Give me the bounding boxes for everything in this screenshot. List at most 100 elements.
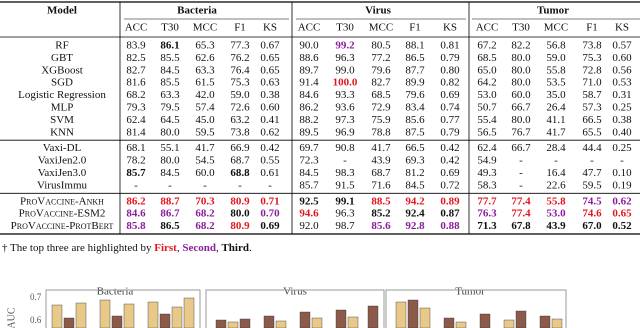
metric-header: F1 [586, 22, 598, 34]
cell: 0.63 [260, 77, 280, 89]
cell: 0.41 [260, 114, 279, 126]
cell: - [168, 179, 172, 191]
cell: 0.38 [260, 89, 280, 101]
cell: 84.5 [405, 179, 425, 191]
cell: 0.77 [440, 114, 460, 126]
footnote-text: , [177, 242, 183, 254]
model-name: XGBoost [41, 64, 83, 76]
cell: 81.6 [126, 77, 146, 89]
cell: 74.5 [582, 195, 602, 207]
cell: 86.5 [405, 52, 425, 64]
cell: 99.2 [335, 40, 355, 52]
cell: 0.65 [260, 64, 280, 76]
figure-bar [419, 307, 431, 328]
cell: 0.69 [260, 220, 280, 232]
figure-bar [395, 301, 407, 328]
cell: 41.7 [195, 142, 215, 154]
cell: 80.0 [511, 114, 531, 126]
cell: 58.7 [582, 89, 602, 101]
cell: 75.9 [371, 114, 391, 126]
cell: 68.2 [195, 220, 215, 232]
cell: 85.7 [126, 167, 146, 179]
cell: 79.3 [126, 102, 146, 114]
cell: 0.19 [612, 179, 632, 191]
cell: 84.5 [160, 64, 180, 76]
cell: 41.7 [371, 142, 391, 154]
cell: 0.79 [440, 126, 460, 138]
metric-header: ACC [476, 22, 499, 34]
cell: 28.4 [546, 142, 566, 154]
cell: 0.81 [440, 40, 459, 52]
figure-bar [503, 319, 515, 328]
cell: 0.25 [612, 102, 632, 114]
cell: 68.5 [371, 89, 391, 101]
cell: 59.0 [230, 89, 250, 101]
cell: 77.3 [230, 40, 250, 52]
cell: 96.3 [335, 52, 355, 64]
metric-header: T30 [161, 22, 179, 34]
cell: 82.7 [371, 77, 391, 89]
cell: 90.8 [335, 142, 355, 154]
cell: 72.9 [371, 102, 391, 114]
cell: - [519, 179, 523, 191]
cell: 68.5 [477, 52, 497, 64]
cell: - [268, 179, 272, 191]
cell: 81.2 [405, 167, 424, 179]
cell: 86.1 [160, 40, 179, 52]
cell: 83.4 [405, 102, 425, 114]
cell: 22.6 [546, 179, 566, 191]
figure-bar [63, 317, 75, 328]
cell: 90.0 [299, 40, 319, 52]
model-name: Vaxi-DL [43, 142, 82, 154]
metric-header: MCC [193, 22, 217, 34]
cell: 0.65 [612, 208, 632, 220]
cell: 84.5 [160, 167, 180, 179]
cell: 88.7 [160, 195, 180, 207]
cell: 92.5 [299, 195, 319, 207]
model-name: ProVaccine-Ankh [20, 195, 104, 207]
metric-header: F1 [234, 22, 246, 34]
cell: 80.0 [160, 126, 180, 138]
cell: 78.8 [371, 126, 391, 138]
cell: 80.5 [371, 40, 391, 52]
cell: 73.8 [230, 126, 250, 138]
cell: 73.8 [582, 40, 602, 52]
cell: 64.5 [160, 114, 180, 126]
cell: 59.0 [546, 52, 566, 64]
cell: 93.3 [335, 89, 355, 101]
cell: 0.10 [612, 167, 632, 179]
cell: 71.3 [477, 220, 497, 232]
cell: 85.2 [371, 208, 391, 220]
cell: 68.8 [230, 167, 250, 179]
results-table: Model Bacteria ACC T30 MCC F1 KS Virus ACC T30 MCC… [0, 1, 640, 235]
y-tick-label: 0.7 [30, 292, 42, 302]
cell: 86.2 [299, 102, 318, 114]
footnote-second: Second [182, 242, 216, 254]
cell: 0.88 [440, 220, 460, 232]
cell: 64.2 [477, 77, 496, 89]
cell: 67.2 [477, 40, 496, 52]
cell: 86.7 [160, 208, 180, 220]
group-header: Virus [365, 5, 392, 17]
cell: 92.0 [299, 220, 319, 232]
cell: 85.5 [160, 52, 180, 64]
model-name: Logistic Regression [18, 89, 106, 101]
cell: 75.3 [582, 52, 602, 64]
figure-bar [479, 313, 491, 328]
cell: 59.5 [195, 126, 215, 138]
cell: 0.42 [440, 155, 459, 167]
cell: 70.3 [195, 195, 215, 207]
panel-frame [205, 289, 385, 328]
cell: 97.3 [335, 114, 355, 126]
cell: 66.7 [511, 102, 531, 114]
cell: 54.9 [477, 155, 497, 167]
cell: 63.2 [230, 114, 249, 126]
model-name: ProVaccine-ProtBert [11, 220, 114, 232]
cell: 85.8 [126, 220, 146, 232]
model-name: GBT [51, 52, 73, 64]
cell: 55.8 [546, 64, 566, 76]
figure-bar [171, 306, 183, 328]
cell: 76.2 [230, 52, 249, 64]
cell: 89.5 [299, 126, 319, 138]
